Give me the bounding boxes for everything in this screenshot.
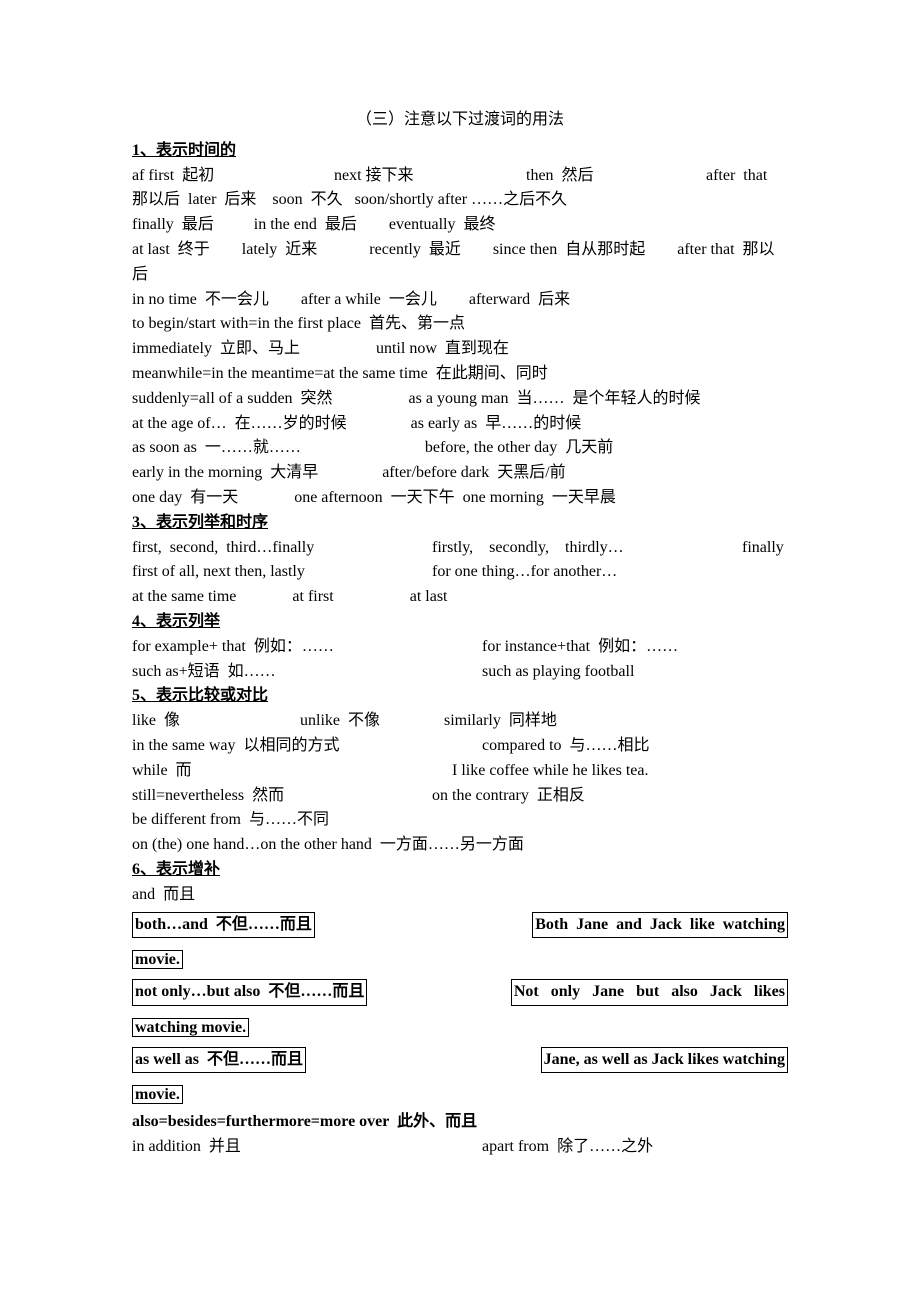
text-line: meanwhile=in the meantime=at the same ti… (132, 362, 788, 387)
text-line: in the same way 以相同的方式compared to 与……相比 (132, 734, 788, 759)
t: movie. (132, 950, 183, 969)
text-line: in no time 不一会儿 after a while 一会儿 afterw… (132, 288, 788, 313)
section-6-heading: 6、表示增补 (132, 858, 788, 883)
text-line: still=nevertheless 然而on the contrary 正相反 (132, 784, 788, 809)
text-line: at last 终于 lately 近来 recently 最近 since t… (132, 238, 788, 288)
text-line: af first 起初next 接下来then 然后after that (132, 164, 788, 189)
boxed-line: not only…but also 不但……而且 Not only Jane bu… (132, 979, 788, 1006)
boxed-line: movie. (132, 1083, 788, 1108)
t: Not only Jane but also Jack likes (511, 979, 788, 1006)
t: af first 起初 (132, 164, 334, 189)
section-5-heading: 5、表示比较或对比 (132, 684, 788, 709)
text-line: also=besides=furthermore=more over 此外、而且 (132, 1110, 788, 1135)
t: then 然后 (526, 164, 706, 189)
text-line: one day 有一天 one afternoon 一天下午 one morni… (132, 486, 788, 511)
t: next 接下来 (334, 164, 526, 189)
section-1-heading: 1、表示时间的 (132, 139, 788, 164)
text-line: such as+短语 如……such as playing football (132, 660, 788, 685)
t: such as+短语 如…… (132, 660, 482, 685)
section-5: 5、表示比较或对比 like 像 unlike 不像 similarly 同样地… (132, 684, 788, 858)
section-4: 4、表示列举 for example+ that 例如：……for instan… (132, 610, 788, 684)
text-line: immediately 立即、马上 until now 直到现在 (132, 337, 788, 362)
document-page: （三）注意以下过渡词的用法 1、表示时间的 af first 起初next 接下… (0, 0, 920, 1302)
boxed-line: watching movie. (132, 1016, 788, 1041)
text-line: early in the morning 大清早 after/before da… (132, 461, 788, 486)
t: first, second, third…finally (132, 536, 432, 561)
t: I like coffee while he likes tea. (452, 759, 649, 784)
t: such as playing football (482, 660, 634, 685)
page-title: （三）注意以下过渡词的用法 (132, 108, 788, 133)
t: Both Jane and Jack like watching (532, 912, 788, 939)
section-3-heading: 3、表示列举和时序 (132, 511, 788, 536)
text-line: at the same time at first at last (132, 585, 788, 610)
t: on the contrary 正相反 (432, 784, 585, 809)
t: not only…but also 不但……而且 (132, 979, 367, 1006)
text-line: as soon as 一……就…… before, the other day … (132, 436, 788, 461)
t: watching movie. (132, 1018, 249, 1037)
section-1: 1、表示时间的 af first 起初next 接下来then 然后after … (132, 139, 788, 511)
t: in addition 并且 (132, 1135, 482, 1160)
t: firstly, secondly, thirdly… (432, 536, 742, 561)
text-line: to begin/start with=in the first place 首… (132, 312, 788, 337)
text-line: 那以后 later 后来 soon 不久 soon/shortly after … (132, 188, 788, 213)
text-line: first of all, next then, lastlyfor one t… (132, 560, 788, 585)
text-line: at the age of… 在……岁的时候 as early as 早……的时… (132, 412, 788, 437)
boxed-line: both…and 不但……而且 Both Jane and Jack like w… (132, 912, 788, 939)
boxed-line: as well as 不但……而且 Jane, as well as Jack l… (132, 1047, 788, 1074)
section-4-heading: 4、表示列举 (132, 610, 788, 635)
text-line: while 而I like coffee while he likes tea. (132, 759, 788, 784)
t: still=nevertheless 然而 (132, 784, 432, 809)
t: finally (742, 536, 784, 561)
t: in the same way 以相同的方式 (132, 734, 482, 759)
text-line: finally 最后 in the end 最后 eventually 最终 (132, 213, 788, 238)
t: as well as 不但……而且 (132, 1047, 306, 1074)
section-3: 3、表示列举和时序 first, second, third…finallyfi… (132, 511, 788, 610)
t: for instance+that 例如：…… (482, 635, 678, 660)
text-line: in addition 并且apart from 除了……之外 (132, 1135, 788, 1160)
t: for one thing…for another… (432, 560, 617, 585)
text-line: suddenly=all of a sudden 突然 as a young m… (132, 387, 788, 412)
text-line: on (the) one hand…on the other hand 一方面…… (132, 833, 788, 858)
t: apart from 除了……之外 (482, 1135, 653, 1160)
t: after that (706, 164, 767, 189)
text-line: like 像 unlike 不像 similarly 同样地 (132, 709, 788, 734)
t: Jane, as well as Jack likes watching (541, 1047, 788, 1074)
section-6: 6、表示增补 and 而且 both…and 不但……而且 Both Jane a… (132, 858, 788, 1160)
text-line: and 而且 (132, 883, 788, 908)
t: first of all, next then, lastly (132, 560, 432, 585)
text-line: for example+ that 例如：……for instance+that… (132, 635, 788, 660)
text-line: first, second, third…finallyfirstly, sec… (132, 536, 788, 561)
t: for example+ that 例如：…… (132, 635, 482, 660)
t: compared to 与……相比 (482, 734, 650, 759)
t: movie. (132, 1085, 183, 1104)
t: both…and 不但……而且 (132, 912, 315, 939)
t: while 而 (132, 759, 452, 784)
boxed-line: movie. (132, 948, 788, 973)
text-line: be different from 与……不同 (132, 808, 788, 833)
